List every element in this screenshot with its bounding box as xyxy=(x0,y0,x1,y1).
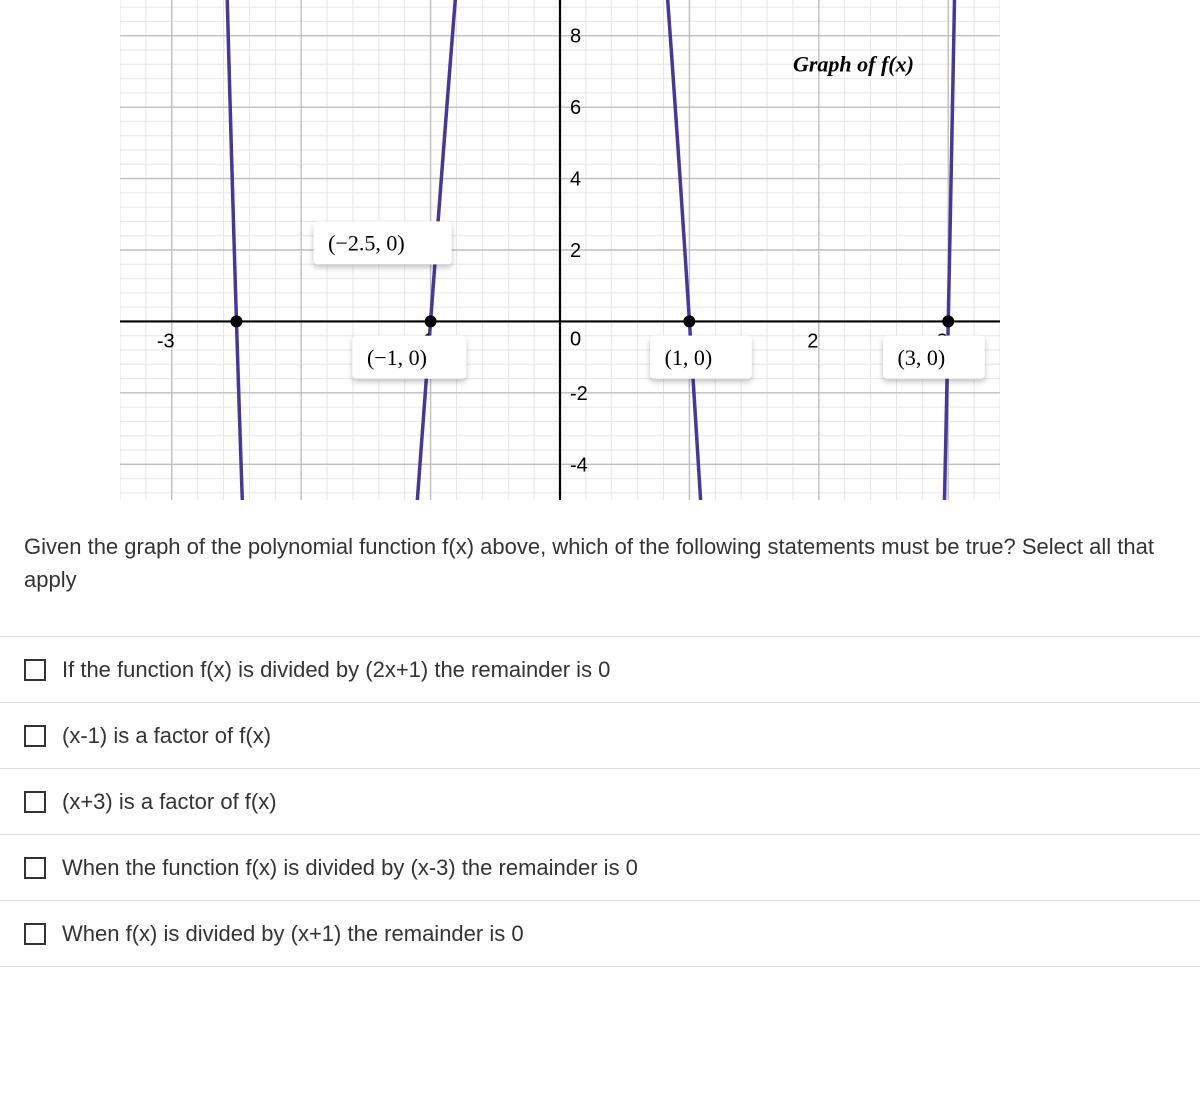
answer-label: When the function f(x) is divided by (x-… xyxy=(62,851,638,884)
checkbox[interactable] xyxy=(24,923,46,945)
answer-label: If the function f(x) is divided by (2x+1… xyxy=(62,653,610,686)
svg-text:8: 8 xyxy=(570,26,581,48)
svg-text:(3, 0): (3, 0) xyxy=(898,345,946,370)
question-text: Given the graph of the polynomial functi… xyxy=(24,530,1176,596)
svg-text:4: 4 xyxy=(570,169,581,191)
answer-option[interactable]: If the function f(x) is divided by (2x+1… xyxy=(0,636,1200,702)
svg-text:-4: -4 xyxy=(570,454,588,476)
svg-text:-2: -2 xyxy=(570,383,588,405)
svg-text:-3: -3 xyxy=(157,330,175,352)
svg-text:Graph of f(x): Graph of f(x) xyxy=(793,51,914,76)
svg-text:2: 2 xyxy=(807,330,818,352)
svg-text:(−2.5, 0): (−2.5, 0) xyxy=(328,231,405,256)
polynomial-graph: 8642-2-40-3-123Graph of f(x)(−2.5, 0)(−1… xyxy=(120,0,1000,500)
answer-label: (x-1) is a factor of f(x) xyxy=(62,719,271,752)
answer-label: When f(x) is divided by (x+1) the remain… xyxy=(62,917,524,950)
checkbox[interactable] xyxy=(24,791,46,813)
answer-label: (x+3) is a factor of f(x) xyxy=(62,785,277,818)
svg-text:(1, 0): (1, 0) xyxy=(665,345,713,370)
svg-text:(−1, 0): (−1, 0) xyxy=(367,345,427,370)
answer-list: If the function f(x) is divided by (2x+1… xyxy=(0,636,1200,967)
answer-option[interactable]: When the function f(x) is divided by (x-… xyxy=(0,834,1200,900)
answer-option[interactable]: (x-1) is a factor of f(x) xyxy=(0,702,1200,768)
checkbox[interactable] xyxy=(24,659,46,681)
answer-option[interactable]: When f(x) is divided by (x+1) the remain… xyxy=(0,900,1200,966)
checkbox[interactable] xyxy=(24,857,46,879)
checkbox[interactable] xyxy=(24,725,46,747)
answer-option[interactable]: (x+3) is a factor of f(x) xyxy=(0,768,1200,834)
svg-text:2: 2 xyxy=(570,240,581,262)
svg-text:6: 6 xyxy=(570,97,581,119)
svg-text:0: 0 xyxy=(570,328,581,350)
